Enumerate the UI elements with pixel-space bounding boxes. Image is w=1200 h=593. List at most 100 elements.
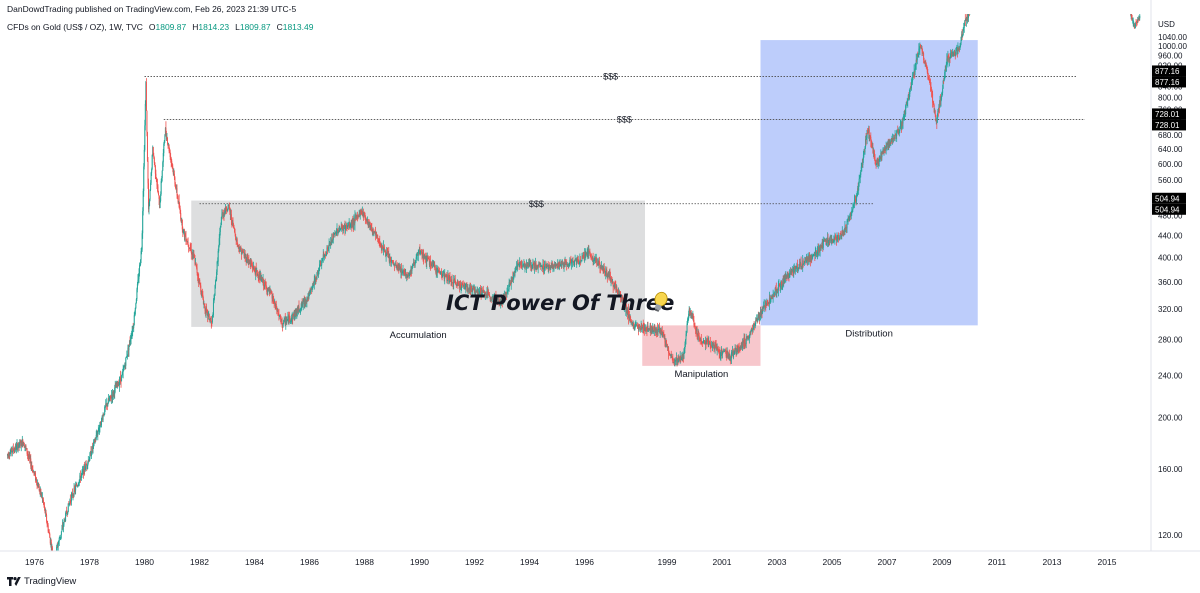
candle-body <box>465 284 467 287</box>
candle-body <box>395 263 397 268</box>
candle-body <box>656 328 658 333</box>
candle-body <box>418 250 420 252</box>
candle-body <box>769 298 771 303</box>
candle-body <box>64 519 66 521</box>
candle-body <box>86 464 88 466</box>
candle-body <box>306 297 308 300</box>
candle-body <box>420 250 422 254</box>
candle-body <box>399 266 401 268</box>
candle-body <box>600 266 602 269</box>
open-value: 1809.87 <box>155 22 187 32</box>
candle-body <box>549 265 551 268</box>
candle-body <box>969 12 970 13</box>
candle-body <box>187 241 189 245</box>
candle-body <box>149 199 151 206</box>
candle-body <box>238 245 240 249</box>
candle-body <box>623 301 625 306</box>
candle-body <box>925 62 927 64</box>
candle-body <box>725 350 727 352</box>
candle-body <box>246 261 248 262</box>
candle-body <box>429 261 431 266</box>
candle-body <box>363 212 365 214</box>
candle-body <box>303 299 305 304</box>
candle-body <box>943 78 945 82</box>
candle-body <box>957 48 959 50</box>
candle-body <box>423 255 425 260</box>
candle-body <box>561 262 563 265</box>
candle-body <box>63 520 65 525</box>
candle-body <box>897 130 899 133</box>
candle-body <box>385 250 387 256</box>
candle-body <box>353 219 355 224</box>
candle-body <box>372 230 374 235</box>
candle-body <box>55 552 56 556</box>
candle-body <box>743 342 745 344</box>
candle-body <box>88 459 90 462</box>
candle-body <box>617 289 619 295</box>
candle-body <box>783 277 785 285</box>
candle-body <box>526 264 528 269</box>
candle-body <box>790 270 792 274</box>
candle-body <box>103 414 105 416</box>
candle-body <box>177 195 179 198</box>
candle-body <box>290 319 292 321</box>
candle-body <box>108 398 110 401</box>
candle-body <box>876 163 878 165</box>
candle-body <box>645 326 647 330</box>
candle-body <box>621 297 623 302</box>
candle-body <box>354 216 356 224</box>
candle-body <box>659 328 661 333</box>
candle-body <box>85 463 87 465</box>
candle-body <box>134 307 136 315</box>
candle-body <box>181 220 183 230</box>
candle-body <box>124 365 126 367</box>
candle-body <box>222 213 224 217</box>
candle-body <box>163 143 165 154</box>
candle-body <box>224 211 226 213</box>
candle-body <box>131 333 133 338</box>
candle-body <box>107 403 109 406</box>
candle-body <box>250 263 252 264</box>
candle-body <box>499 302 501 304</box>
candle-body <box>822 241 824 248</box>
candle-body <box>19 442 21 446</box>
candle-body <box>932 102 934 104</box>
candle-body <box>601 266 603 267</box>
candle-body <box>48 531 50 533</box>
candle-body <box>699 340 701 341</box>
candle-body <box>915 64 917 69</box>
candle-body <box>616 290 618 292</box>
candle-body <box>516 266 518 268</box>
candle-body <box>643 328 645 330</box>
candle-body <box>382 248 384 251</box>
candle-body <box>688 313 690 319</box>
candle-body <box>893 138 895 139</box>
candle-body <box>179 207 181 209</box>
candle-body <box>433 264 435 267</box>
candle-body <box>541 265 543 270</box>
candle-body <box>305 301 307 304</box>
candle-body <box>921 47 923 52</box>
candle-body <box>475 291 477 293</box>
candle-body <box>817 247 819 252</box>
candle-body <box>646 326 648 331</box>
tradingview-brand[interactable]: TradingView <box>24 576 77 587</box>
candle-body <box>692 317 694 318</box>
candle-body <box>674 360 676 362</box>
candle-body <box>793 267 795 273</box>
candle-body <box>867 129 869 132</box>
candle-body <box>153 157 155 163</box>
candle-body <box>922 51 924 54</box>
x-tick-label: 1976 <box>25 557 44 567</box>
candle-body <box>126 354 128 357</box>
candle-body <box>507 290 509 292</box>
candle-body <box>381 245 383 249</box>
candle-body <box>284 318 286 325</box>
candle-body <box>679 357 681 362</box>
symbol-name[interactable]: CFDs on Gold (US$ / OZ), 1W, TVC <box>7 22 143 32</box>
candle-body <box>576 258 578 261</box>
candle-body <box>8 455 10 457</box>
candle-body <box>588 251 590 254</box>
candle-body <box>560 263 562 267</box>
